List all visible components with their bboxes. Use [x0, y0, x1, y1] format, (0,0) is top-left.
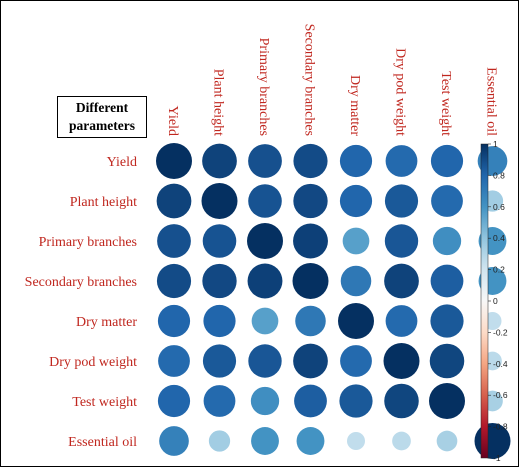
row-label-6: Test weight	[72, 395, 137, 410]
cell-5-0	[158, 345, 190, 377]
cell-4-6	[430, 304, 464, 338]
colorbar-tick-label-10: -1	[493, 453, 501, 463]
parameters-header: Different parameters	[57, 96, 147, 138]
cell-1-4	[339, 184, 373, 218]
header-line-1: Different	[75, 100, 129, 115]
cell-2-2	[247, 223, 283, 259]
cell-1-6	[431, 185, 463, 217]
colorbar-tick-label-0: 1	[493, 139, 498, 149]
cell-7-1	[208, 430, 231, 452]
col-label-6: Test weight	[438, 71, 453, 136]
cell-7-6	[436, 430, 458, 452]
cell-7-2	[251, 427, 279, 455]
colorbar-tick-label-7: -0.4	[493, 359, 508, 369]
colorbar: 1 0.8 0.6 0.4 0.2 0 -0.2 -0.4 -0.6 -0.8 -1	[480, 139, 508, 463]
colorbar-tick-label-4: 0.2	[493, 265, 505, 275]
cell-3-0	[156, 263, 192, 299]
cell-6-4	[339, 384, 373, 418]
cell-3-3	[292, 263, 329, 299]
col-label-3: Secondary branches	[302, 24, 317, 136]
cell-1-0	[156, 183, 192, 219]
cell-1-3	[293, 183, 328, 219]
cell-4-2	[251, 307, 279, 335]
cell-0-6	[430, 144, 464, 178]
colorbar-tick-label-9: -0.8	[493, 422, 508, 432]
cell-3-2	[247, 263, 283, 299]
cell-4-3	[295, 305, 326, 337]
col-label-5: Dry pod weight	[393, 48, 408, 136]
cell-7-3	[296, 427, 325, 455]
colorbar-tick-label-6: -0.2	[493, 327, 508, 337]
colorbar-tick-label-8: -0.6	[493, 390, 508, 400]
cell-1-2	[248, 184, 282, 218]
cell-3-1	[202, 263, 237, 299]
cell-3-4	[340, 265, 372, 297]
cell-3-6	[430, 264, 464, 298]
row-label-4: Dry matter	[76, 315, 137, 330]
row-label-5: Dry pod weight	[49, 355, 137, 370]
cell-2-0	[157, 224, 191, 258]
col-label-4: Dry matter	[347, 75, 362, 136]
cell-1-5	[384, 184, 419, 218]
row-labels: Yield Plant height Primary branches Seconda…	[25, 155, 138, 450]
col-label-0: Yield	[165, 106, 180, 136]
cell-2-1	[202, 224, 237, 258]
cell-7-0	[159, 426, 189, 456]
cell-4-4	[338, 303, 374, 339]
col-label-2: Primary branches	[256, 38, 271, 136]
cell-6-5	[384, 383, 419, 419]
cell-2-5	[384, 224, 419, 258]
cell-2-6	[432, 226, 462, 256]
cell-0-5	[385, 145, 418, 177]
cell-2-3	[293, 223, 328, 259]
cell-6-3	[294, 384, 327, 418]
cell-1-1	[201, 183, 238, 219]
cell-7-5	[392, 431, 411, 451]
row-label-7: Essential oil	[68, 435, 137, 450]
cell-6-1	[203, 385, 236, 417]
cell-0-3	[293, 143, 328, 179]
row-label-1: Plant height	[70, 195, 137, 210]
cell-6-0	[157, 384, 191, 418]
colorbar-tick-label-3: 0.4	[493, 233, 505, 243]
cell-5-3	[293, 343, 328, 379]
colorbar-tick-label-2: 0.6	[493, 202, 505, 212]
row-label-0: Yield	[107, 155, 137, 170]
cell-5-5	[383, 343, 420, 379]
cell-5-2	[248, 344, 282, 378]
col-label-7: Essential oil	[484, 67, 499, 136]
cell-4-1	[203, 304, 236, 338]
cell-2-4	[342, 227, 370, 255]
cell-5-6	[429, 343, 465, 379]
cell-0-0	[156, 143, 192, 179]
row-label-3: Secondary branches	[25, 275, 137, 290]
cell-7-4	[347, 432, 365, 450]
col-label-1: Plant height	[211, 69, 226, 136]
cell-6-6	[429, 383, 465, 419]
cell-0-2	[248, 144, 282, 178]
cell-0-4	[339, 144, 373, 178]
header-line-2: parameters	[69, 118, 135, 133]
cell-0-1	[202, 143, 237, 179]
column-labels: Yield Plant height Primary branches Seconda…	[165, 24, 499, 137]
cell-4-5	[385, 305, 418, 337]
circle-cells	[156, 143, 511, 459]
row-label-2: Primary branches	[39, 235, 137, 250]
cell-5-4	[340, 345, 372, 377]
colorbar-gradient	[480, 143, 489, 459]
cell-5-1	[202, 344, 237, 378]
cell-3-5	[384, 263, 419, 299]
cell-6-2	[250, 386, 280, 416]
colorbar-tick-label-1: 0.8	[493, 170, 505, 180]
colorbar-tick-label-5: 0	[493, 296, 498, 306]
cell-4-0	[157, 304, 191, 338]
